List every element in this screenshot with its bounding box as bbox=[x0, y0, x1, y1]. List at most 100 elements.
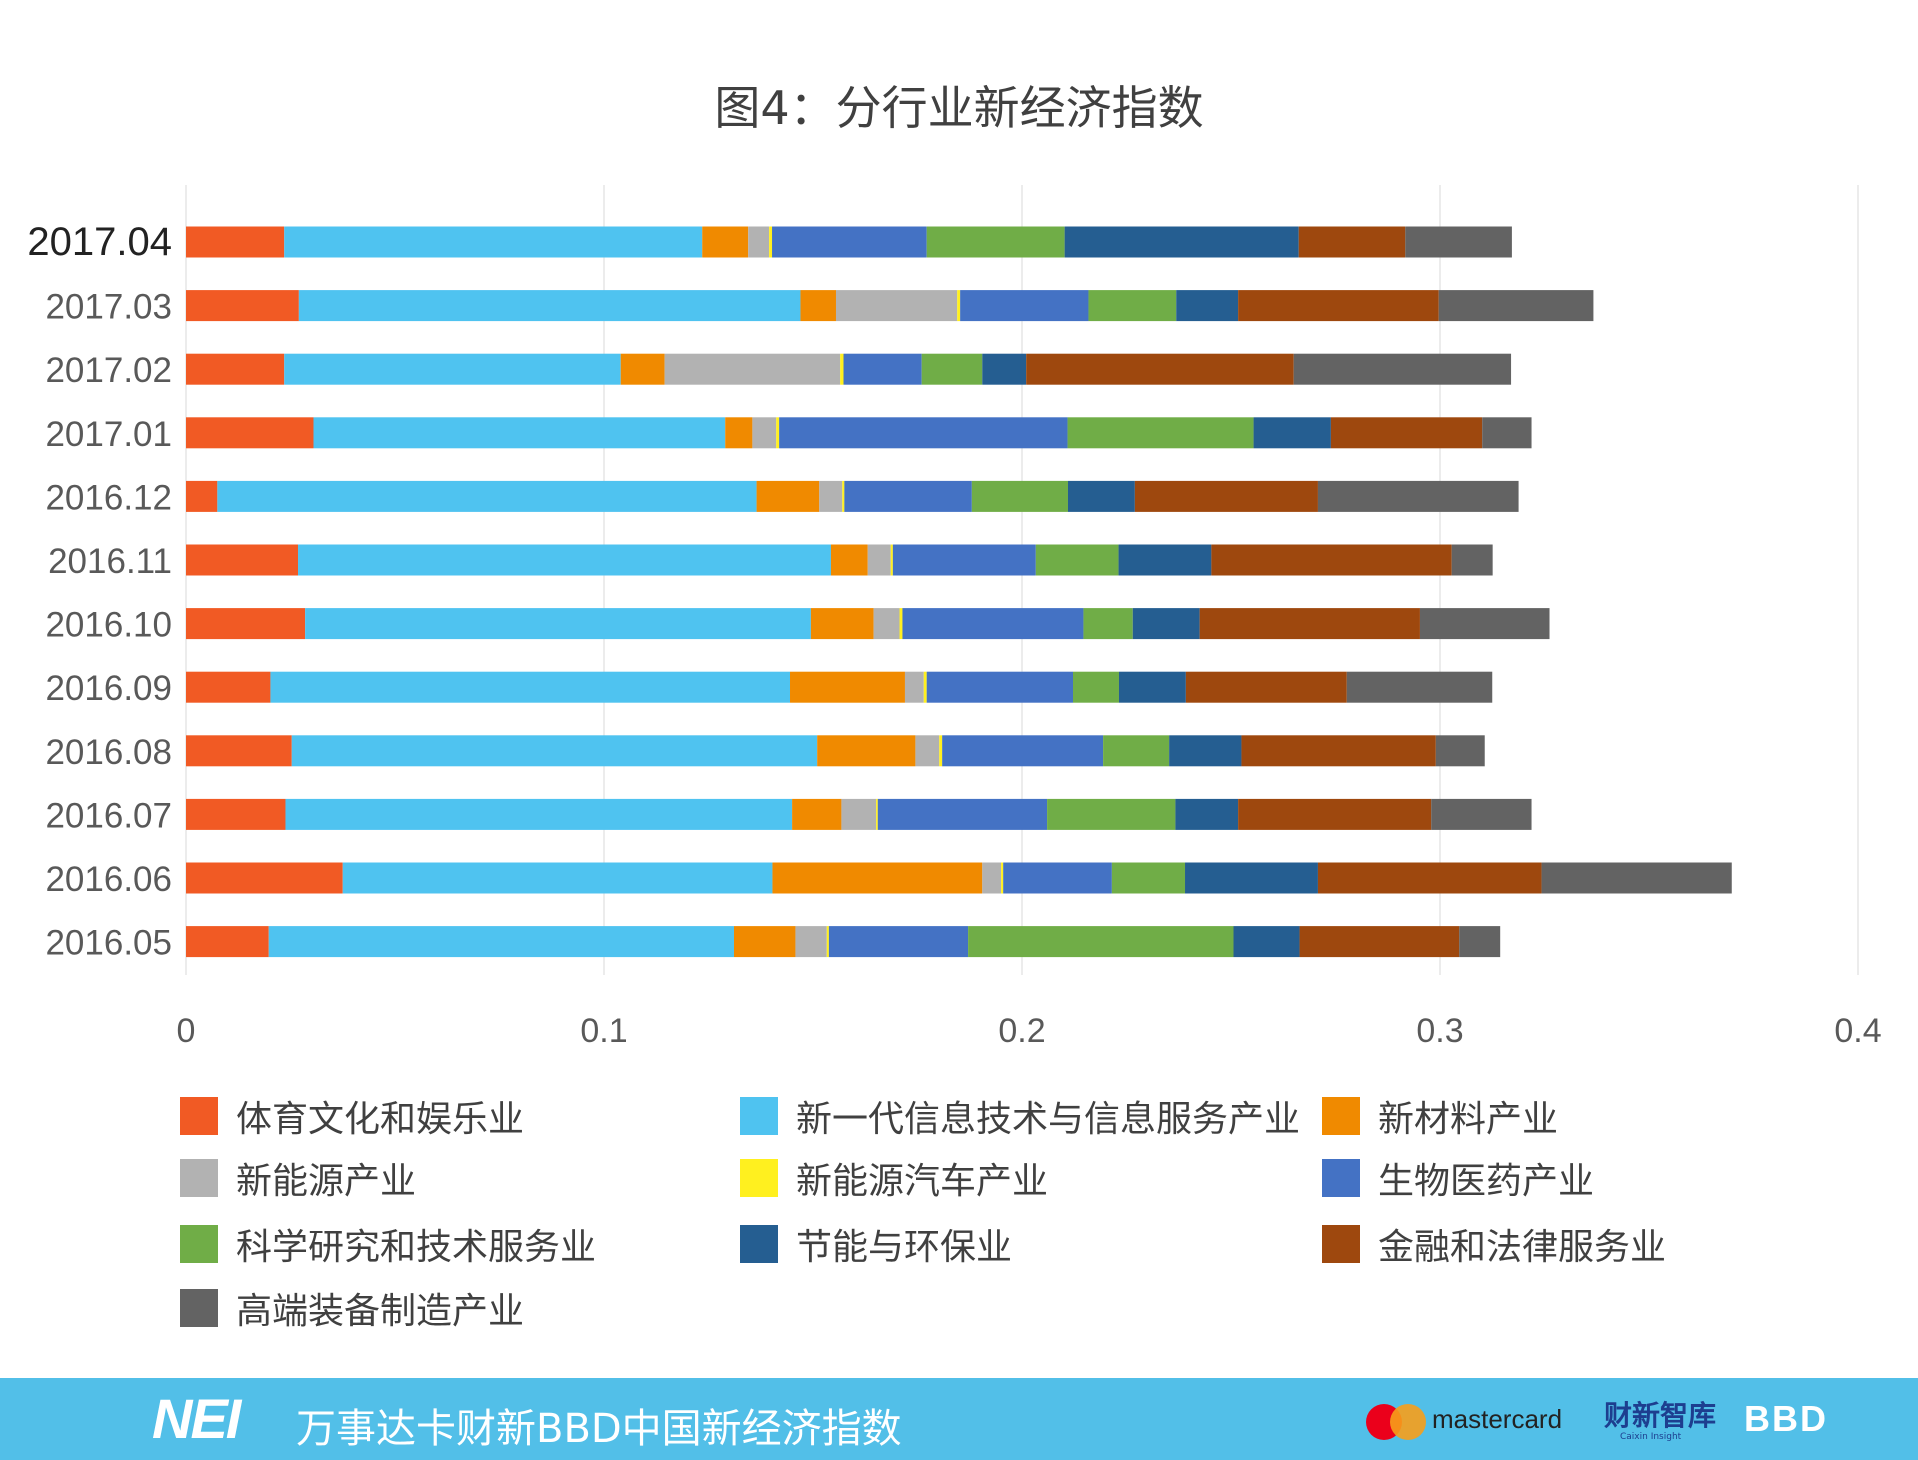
bar-segment bbox=[892, 544, 1036, 576]
bar-segment bbox=[1169, 735, 1242, 767]
bar-segment bbox=[1405, 226, 1512, 258]
footer-bar: NEI 万事达卡财新BBD中国新经济指数 mastercard 财新智库 Cai… bbox=[0, 1378, 1918, 1460]
legend-label: 新能源产业 bbox=[236, 1161, 417, 1202]
bar-segment bbox=[960, 290, 1089, 322]
bar-segment bbox=[939, 735, 943, 767]
bar-segment bbox=[1176, 290, 1239, 322]
bar-segment bbox=[1199, 608, 1420, 640]
category-label: 2016.09 bbox=[45, 669, 172, 708]
bar-segment bbox=[1482, 417, 1532, 449]
bar-segment bbox=[270, 671, 791, 703]
legend-swatch bbox=[740, 1097, 778, 1135]
bar-segment bbox=[1134, 480, 1318, 512]
bar-segment bbox=[830, 544, 868, 576]
legend-item: 科学研究和技术服务业 bbox=[180, 1218, 596, 1270]
bar-segment bbox=[1253, 417, 1331, 449]
category-label: 2017.03 bbox=[45, 288, 172, 327]
bar-segment bbox=[1459, 926, 1501, 958]
bar-segment bbox=[620, 353, 665, 385]
bar-segment bbox=[800, 290, 836, 322]
category-label: 2016.06 bbox=[45, 860, 172, 899]
bar-segment bbox=[1438, 290, 1594, 322]
bar-segment bbox=[186, 290, 299, 322]
bar-segment bbox=[817, 735, 916, 767]
bar-segment bbox=[1185, 671, 1347, 703]
bar-segment bbox=[313, 417, 726, 449]
bar-segment bbox=[792, 798, 842, 830]
legend-item: 新能源产业 bbox=[180, 1152, 416, 1204]
bar-segment bbox=[285, 798, 793, 830]
legend-swatch bbox=[1322, 1225, 1360, 1263]
bar-segment bbox=[284, 353, 621, 385]
bar-segment bbox=[1067, 480, 1135, 512]
legend-item: 金融和法律服务业 bbox=[1322, 1218, 1666, 1270]
bar-segment bbox=[342, 862, 773, 894]
bar-segment bbox=[772, 226, 927, 258]
legend-swatch bbox=[180, 1097, 218, 1135]
bar-segment bbox=[298, 544, 831, 576]
bar-segment bbox=[1346, 671, 1493, 703]
bar-segment bbox=[982, 862, 1002, 894]
legend-swatch bbox=[180, 1225, 218, 1263]
bar-segment bbox=[1003, 862, 1112, 894]
category-labels: 2017.04 2017.03 2017.02 2017.01 2016.12 2016.… bbox=[27, 220, 172, 963]
bar-segment bbox=[298, 290, 801, 322]
bar-segment bbox=[876, 798, 878, 830]
category-label: 2016.10 bbox=[45, 606, 172, 645]
bar-segment bbox=[1435, 735, 1485, 767]
bar-segment bbox=[915, 735, 940, 767]
bar-segment bbox=[268, 926, 734, 958]
legend-swatch bbox=[180, 1159, 218, 1197]
legend-label: 金融和法律服务业 bbox=[1378, 1227, 1667, 1268]
bar-segment bbox=[772, 862, 983, 894]
bar-segment bbox=[1238, 798, 1432, 830]
bar-segment bbox=[921, 353, 983, 385]
caixin-insight-logo: 财新智库 bbox=[1604, 1399, 1717, 1432]
category-label: 2016.08 bbox=[45, 733, 172, 772]
bar-segment bbox=[1241, 735, 1436, 767]
bar-segment bbox=[186, 671, 271, 703]
category-label: 2017.04 bbox=[27, 220, 172, 264]
x-tick-label: 0 bbox=[177, 1012, 196, 1050]
bar-segment bbox=[1001, 862, 1004, 894]
x-tick-labels: 0 0.1 0.2 0.3 0.4 bbox=[177, 1012, 1882, 1050]
bar-segment bbox=[186, 544, 299, 576]
bar-segment bbox=[1317, 862, 1542, 894]
category-label: 2016.11 bbox=[48, 542, 172, 581]
legend-swatch bbox=[180, 1289, 218, 1327]
category-label: 2016.12 bbox=[45, 478, 172, 517]
stacked-bar-chart: 2017.04 2017.03 2017.02 2017.01 2016.12 2016.… bbox=[27, 185, 1882, 1050]
bar-segment bbox=[844, 480, 972, 512]
bar-segment bbox=[1431, 798, 1532, 830]
category-label: 2017.02 bbox=[45, 351, 172, 390]
category-label: 2016.05 bbox=[45, 924, 172, 963]
bar-segment bbox=[1317, 480, 1519, 512]
bar-segment bbox=[702, 226, 749, 258]
bar-segment bbox=[1035, 544, 1119, 576]
bar-segment bbox=[1088, 290, 1177, 322]
bar-segment bbox=[842, 480, 845, 512]
bar-segment bbox=[1541, 862, 1732, 894]
bar-segment bbox=[877, 798, 1048, 830]
legend-item: 新材料产业 bbox=[1322, 1090, 1558, 1142]
legend-swatch bbox=[1322, 1097, 1360, 1135]
legend-item: 高端装备制造产业 bbox=[180, 1282, 524, 1334]
legend-label: 高端装备制造产业 bbox=[236, 1291, 525, 1332]
bar-segment bbox=[873, 608, 900, 640]
bar-segment bbox=[819, 480, 843, 512]
legend-swatch bbox=[740, 1225, 778, 1263]
bar-segment bbox=[843, 353, 922, 385]
bar-segment bbox=[890, 544, 893, 576]
bar-segment bbox=[840, 353, 844, 385]
x-tick-label: 0.2 bbox=[998, 1012, 1045, 1050]
legend-label: 生物医药产业 bbox=[1378, 1161, 1595, 1202]
bar-segment bbox=[725, 417, 753, 449]
mastercard-wordmark: mastercard bbox=[1432, 1404, 1563, 1434]
bar-segment bbox=[835, 290, 958, 322]
legend-label: 科学研究和技术服务业 bbox=[236, 1227, 597, 1268]
legend-item: 新能源汽车产业 bbox=[740, 1152, 1048, 1204]
bar-segment bbox=[1118, 544, 1212, 576]
legend-item: 节能与环保业 bbox=[740, 1218, 1012, 1270]
bar-segment bbox=[284, 226, 703, 258]
mastercard-logo-icon bbox=[1366, 1404, 1428, 1440]
